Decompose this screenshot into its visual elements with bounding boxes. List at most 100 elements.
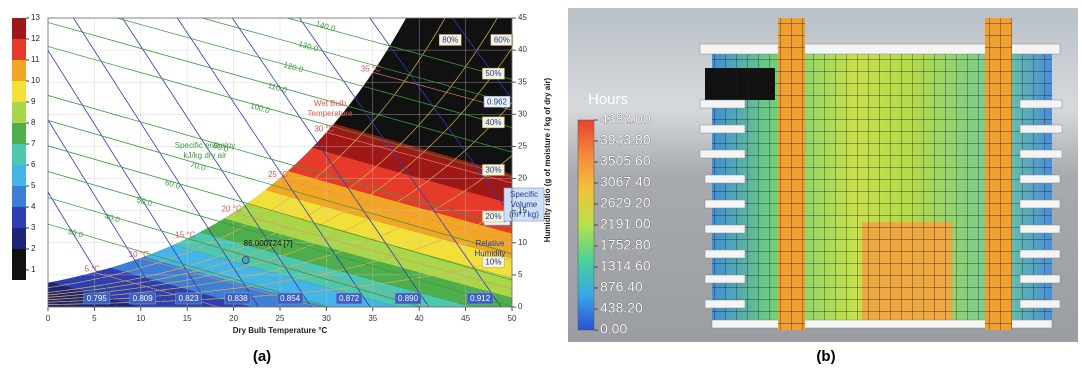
volume-title: (m³ / kg) (509, 210, 539, 219)
colorbar-segment (12, 81, 26, 102)
rect (704, 174, 746, 184)
rh-label: 80% (442, 36, 458, 45)
volume-label: 0.838 (228, 294, 249, 303)
volume-label: 0.912 (470, 294, 491, 303)
colorbar-label: 6 (31, 160, 36, 169)
wet-bulb-label: 25 °C (268, 170, 288, 179)
enthalpy-line (48, 120, 512, 255)
wet-bulb-label: 35 °C (361, 64, 381, 73)
colorbar-label: 9 (31, 97, 36, 106)
colorbar-segment (12, 249, 26, 270)
wet-bulb-line (326, 132, 512, 184)
colorbar-label: 11 (31, 55, 40, 64)
colorbar-segment (12, 18, 26, 39)
volume-line (299, 18, 502, 307)
volume-label: 0.809 (133, 294, 154, 303)
enthalpy-line (200, 18, 512, 104)
colorbar-label: 438.20 (600, 300, 643, 316)
x-tick-label: 35 (368, 314, 377, 323)
rect (699, 149, 746, 159)
colorbar-segment (12, 228, 26, 249)
rh-title: Humidity (474, 249, 505, 258)
wet-bulb-line (187, 238, 436, 307)
rh-label-box (482, 116, 505, 129)
colorbar-segment (12, 144, 26, 165)
y-axis-label: Humidity ratio (g of moisture / kg of dr… (543, 77, 552, 242)
rh-curve (48, 155, 512, 301)
volume-line (48, 119, 165, 307)
rh-label: 50% (485, 69, 501, 78)
colorbar-label: 1 (31, 265, 36, 274)
volume-label: 0.795 (87, 294, 108, 303)
rh-title: Relative (476, 239, 505, 248)
rect (699, 124, 746, 134)
volume-line (232, 18, 430, 307)
rh-curve (48, 206, 512, 303)
colorbar-label: 13 (31, 13, 40, 22)
rh-curve (48, 102, 512, 298)
enthalpy-line (115, 18, 512, 128)
volume-label-box (335, 292, 363, 305)
volume-label-box (394, 292, 422, 305)
rect (699, 99, 746, 109)
x-tick-label: 20 (229, 314, 238, 323)
render: Hours (568, 8, 1078, 342)
volume-line (73, 18, 260, 307)
wet-bulb-label: 5 °C (85, 264, 101, 273)
enthalpy-line (48, 46, 512, 178)
rect (1019, 174, 1061, 184)
rect (704, 249, 746, 259)
x-tick-label: 0 (46, 314, 51, 323)
colorbar-label: 2629.20 (600, 195, 651, 211)
enthalpy-line (48, 223, 331, 307)
enthalpy-label: 60.0 (164, 178, 182, 191)
colorbar-label: 876.40 (600, 279, 643, 295)
volume-label-box (466, 292, 494, 305)
enthalpy-line (285, 18, 512, 80)
rect (711, 319, 1053, 329)
colorbar-label: 4382.00 (600, 111, 651, 127)
wet-bulb-title: Wet Bulb (314, 99, 347, 108)
colorbar-segment (12, 186, 26, 207)
x-tick-label: 30 (322, 314, 331, 323)
x-tick-label: 10 (136, 314, 145, 323)
rect (704, 199, 746, 209)
volume-line (48, 49, 210, 307)
colorbar-label: 1752.80 (600, 237, 651, 253)
enthalpy-label: 70.0 (189, 160, 207, 173)
x-tick-label: 15 (183, 314, 192, 323)
colorbar-label: 4 (31, 202, 36, 211)
rect (1019, 99, 1063, 109)
colorbar-title: Hours (588, 91, 628, 108)
colorbar-label: 5 (31, 181, 36, 190)
y-tick-label: 10 (518, 238, 527, 247)
enthalpy-title: kJ/kg dry air (183, 151, 226, 160)
colorbar-label: 3 (31, 223, 36, 232)
caption: (a) (253, 348, 271, 365)
enthalpy-line (48, 22, 512, 153)
colorbar-label: 1314.60 (600, 258, 651, 274)
colorbar-label: 8 (31, 118, 36, 127)
colorbar-label: 2 (31, 244, 36, 253)
colorbar-segment (12, 123, 26, 144)
rh-label-box (439, 34, 462, 46)
volume-line (451, 18, 512, 100)
colorbar-segment (12, 165, 26, 186)
y-tick-label: 0 (518, 302, 523, 311)
enthalpy-title: Specific enthalpy (175, 141, 235, 150)
y-tick-label: 45 (518, 13, 527, 22)
plot (48, 18, 512, 307)
x-tick-label: 45 (461, 314, 470, 323)
rh-label: 30% (485, 166, 501, 175)
volume-line (177, 18, 371, 307)
rect (704, 274, 746, 284)
rect (699, 43, 1061, 55)
rh-label: 10% (485, 258, 501, 267)
rh-label-box (482, 67, 505, 80)
volume-label: 0.823 (179, 294, 200, 303)
tower-grid (985, 18, 1012, 330)
colorbar-label: 3943.80 (600, 132, 651, 148)
rh-label-box (482, 256, 505, 268)
